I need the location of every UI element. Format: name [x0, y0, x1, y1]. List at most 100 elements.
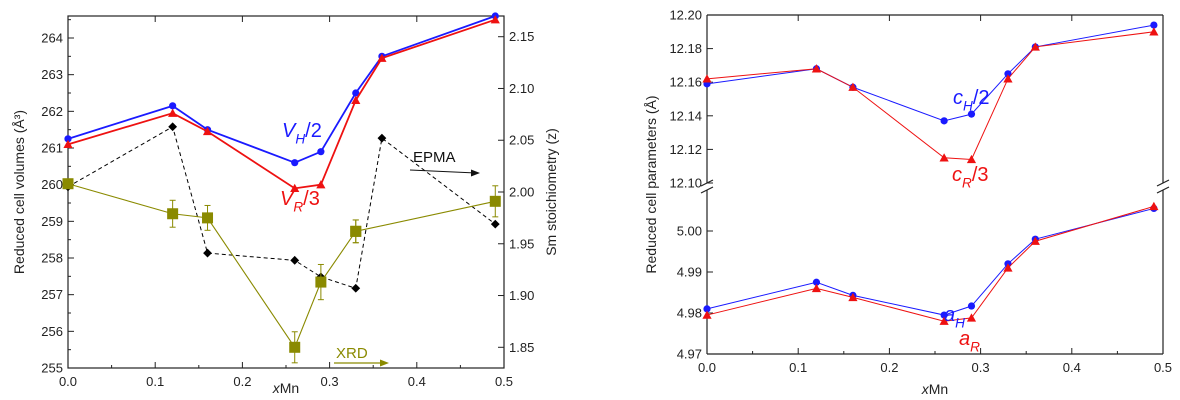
axis-break-mark — [1156, 179, 1170, 187]
left-point-epma — [490, 219, 500, 229]
xrd-label: XRD — [336, 345, 368, 362]
right-point-c-r-3 — [702, 74, 712, 83]
left-point-xrd — [315, 276, 327, 288]
cr-series-label-tail: /3 — [972, 164, 989, 186]
left-point-epma — [168, 122, 178, 132]
left-point-epma — [290, 255, 300, 265]
right-point-a-r — [966, 313, 977, 322]
left-x-axis-label-var: x — [272, 380, 281, 396]
left-y2-tick-label: 2.10 — [509, 81, 534, 96]
cr-series-label: cR/3 — [952, 164, 989, 190]
vr-series-label-tail: /3 — [303, 188, 320, 210]
right-point-c-h-2 — [940, 117, 948, 125]
left-point-xrd — [489, 195, 501, 207]
right-point-c-r-3 — [939, 153, 949, 162]
right-series-line-a-h — [706, 207, 1155, 316]
right-upper-y-tick-label: 12.12 — [669, 142, 702, 157]
axis-break-mark — [1156, 186, 1170, 194]
left-point-epma — [203, 248, 212, 258]
left-y2-tick-label: 2.15 — [509, 29, 534, 44]
left-point-v-h-2 — [317, 148, 325, 156]
axis-break-mark — [700, 186, 714, 194]
left-y-tick-label: 262 — [41, 104, 63, 119]
right-lower-y-tick-label: 4.99 — [677, 265, 702, 280]
left-point-v-h-2 — [169, 102, 177, 110]
left-y-tick-label: 259 — [41, 214, 63, 229]
xrd-arrow-head — [380, 359, 389, 367]
right-point-c-h-2 — [1150, 21, 1158, 29]
left-point-v-r-3 — [377, 53, 387, 62]
right-point-a-r — [702, 310, 712, 319]
epma-arrow-head — [471, 169, 480, 177]
ar-series-label-main: a — [959, 328, 970, 350]
left-y-tick-label: 264 — [41, 31, 63, 46]
right-point-a-h — [812, 278, 821, 286]
left-series-line-v-h-2 — [67, 15, 496, 164]
left-point-epma — [351, 283, 361, 293]
right-x-axis-label-var: x — [921, 381, 930, 397]
left-series-line-xrd — [67, 183, 357, 349]
left-y-tick-label: 261 — [41, 141, 63, 156]
ah-series-label-main: a — [944, 304, 955, 326]
right-x-axis-label: xMn — [921, 381, 948, 397]
left-x-tick-label: 0.5 — [495, 374, 513, 389]
left-point-v-r-3 — [202, 126, 213, 136]
right-upper-y-tick-label: 12.10 — [669, 176, 702, 191]
right-point-a-h — [967, 302, 976, 310]
left-point-xrd — [62, 178, 74, 190]
left-point-v-r-3 — [351, 95, 361, 105]
right-x-tick-label: 0.4 — [1063, 360, 1081, 375]
left-series-line-epma — [67, 126, 496, 289]
left-point-epma — [377, 133, 387, 143]
right-point-a-r — [811, 283, 822, 293]
vh-series-label-main: V — [282, 120, 297, 142]
left-x-tick-label: 0.1 — [146, 374, 164, 389]
left-y-tick-label: 263 — [41, 67, 63, 82]
vh-series-label-tail: /2 — [305, 120, 322, 142]
left-y2-tick-label: 2.00 — [509, 185, 534, 200]
right-upper-y-tick-label: 12.14 — [669, 108, 702, 123]
ar-series-label-sub: R — [970, 339, 980, 354]
right-point-a-h — [703, 305, 711, 313]
left-point-xrd — [350, 225, 362, 237]
ch-series-label: cH/2 — [953, 87, 990, 113]
left-point-xrd — [289, 341, 301, 353]
right-point-a-r — [1030, 236, 1040, 245]
right-point-a-r — [848, 292, 858, 302]
left-point-xrd — [167, 208, 179, 220]
right-point-c-r-3 — [1149, 27, 1159, 36]
left-y-tick-label: 260 — [41, 177, 63, 192]
right-lower-y-tick-label: 4.98 — [677, 306, 702, 321]
vr-series-label: VR/3 — [280, 188, 320, 214]
right-x-tick-label: 0.2 — [880, 360, 898, 375]
right-lower-y-tick-label: 5.00 — [677, 224, 702, 239]
right-upper-y-tick-label: 12.20 — [669, 8, 702, 23]
ah-series-label: aH — [944, 304, 965, 330]
right-point-c-r-3 — [848, 82, 858, 91]
right-x-tick-label: 0.1 — [789, 360, 807, 375]
right-point-c-r-3 — [1003, 74, 1013, 83]
left-point-v-r-3 — [63, 139, 73, 149]
cr-series-label-sub: R — [962, 175, 972, 190]
right-point-c-r-3 — [966, 154, 977, 164]
left-y2-tick-label: 2.05 — [509, 133, 534, 148]
left-y-tick-label: 257 — [41, 287, 63, 302]
left-y2-tick-label: 1.85 — [509, 340, 534, 355]
epma-label: EPMA — [413, 149, 456, 166]
right-upper-y-tick-label: 12.16 — [669, 75, 702, 90]
left-point-v-r-3 — [316, 180, 326, 189]
left-y-tick-label: 256 — [41, 324, 63, 339]
right-point-c-r-3 — [1030, 42, 1040, 51]
left-point-v-h-2 — [291, 159, 299, 167]
right-lower-y-tick-label: 4.97 — [677, 347, 702, 362]
vh-series-label: VH/2 — [282, 120, 322, 146]
left-y-tick-label: 255 — [41, 361, 63, 376]
right-x-tick-label: 0.0 — [698, 360, 716, 375]
left-point-v-r-3 — [490, 15, 500, 24]
right-upper-y-tick-label: 12.18 — [669, 41, 702, 56]
ar-series-label: aR — [959, 328, 980, 354]
left-y2-tick-label: 1.90 — [509, 288, 534, 303]
left-series-line-xrd — [355, 200, 496, 232]
right-x-axis-label-rest: Mn — [929, 381, 948, 397]
left-point-v-r-3 — [290, 183, 300, 193]
